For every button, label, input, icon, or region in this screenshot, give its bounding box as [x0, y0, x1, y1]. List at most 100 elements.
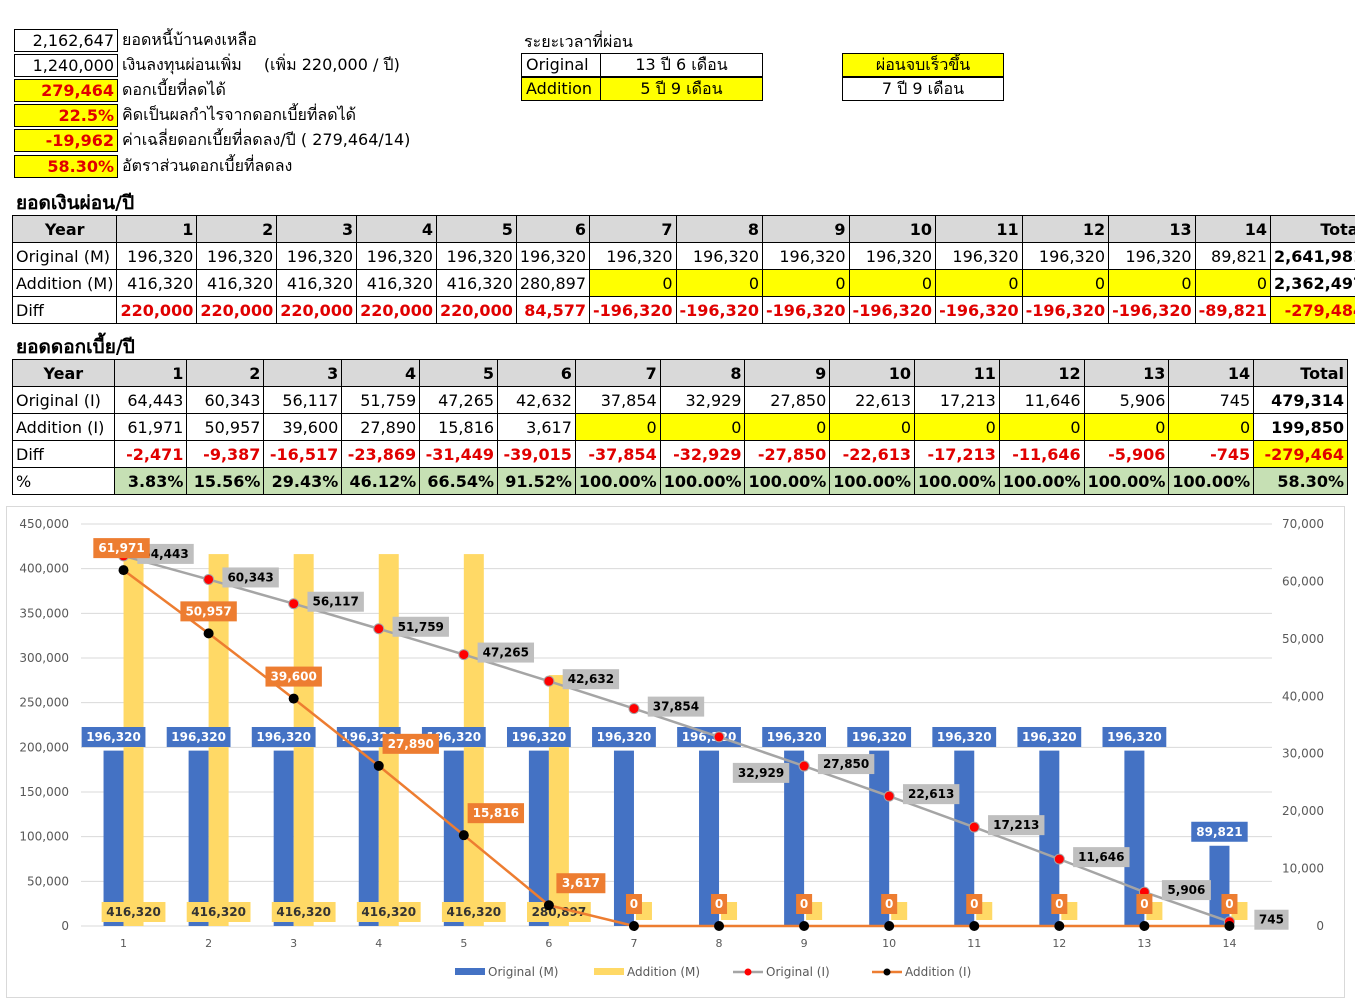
summary-row: 279,464 ดอกเบี้ยที่ลดได้: [14, 78, 226, 102]
table-cell: 64,443: [113, 386, 188, 414]
x-tick-label: 6: [545, 937, 552, 950]
line-label-original-i: 11,646: [1078, 850, 1124, 864]
table-cell: 56,117: [263, 386, 343, 414]
y-left-tick-label: 50,000: [27, 874, 69, 888]
table-row: Addition (I) 61,971 50,957 39,600 27,890 15,8…: [12, 413, 1348, 441]
row-label: Original (M): [11, 242, 118, 270]
table-cell: 0: [589, 269, 677, 297]
bar-original-m: [273, 750, 294, 926]
marker-original-i: [373, 623, 385, 635]
payments-title: ยอดเงินผ่อน/ปี: [16, 192, 135, 214]
table-cell: -89,821: [1194, 296, 1272, 324]
combo-chart: 050,000100,000150,000200,000250,000300,0…: [19, 517, 1324, 979]
table-cell: 0: [762, 269, 850, 297]
header-cell: 4: [341, 359, 421, 387]
bar-label-original-m: 89,821: [1196, 825, 1242, 839]
summary-label: ดอกเบี้ยที่ลดได้: [122, 79, 226, 99]
table-cell: -196,320: [1108, 296, 1196, 324]
marker-addition-i: [1224, 921, 1235, 931]
x-tick-label: 2: [205, 937, 212, 950]
marker-addition-i: [714, 921, 725, 931]
legend-marker: [883, 968, 891, 976]
x-tick-label: 1: [120, 937, 127, 950]
bar-label-original-m: 196,320: [512, 730, 567, 744]
summary-row: 1,240,000 เงินลงทุนผ่อนเพิ่ม (เพิ่ม 220,…: [14, 53, 400, 77]
line-label-addition-i-bg: [881, 894, 898, 914]
table-cell: 196,320: [589, 242, 677, 270]
header-cell: 4: [356, 215, 437, 243]
table-row: Diff 220,000 220,000 220,000 220,000 220,000 8…: [11, 296, 1355, 324]
line-label-original-i-bg: [902, 784, 960, 805]
table-cell: 196,320: [276, 242, 358, 270]
line-label-addition-i-bg: [1051, 894, 1068, 914]
bar-label-original-m-bg: [677, 727, 741, 747]
y-right-tick-label: 70,000: [1282, 517, 1324, 531]
line-label-original-i-bg: [647, 696, 705, 717]
header-cell: 9: [762, 215, 850, 243]
bar-original-m: [358, 750, 379, 926]
bar-label-original-m: 196,320: [426, 730, 481, 744]
marker-original-i: [713, 731, 725, 743]
table-cell: 745: [1168, 386, 1255, 414]
header-cell: 10: [848, 215, 937, 243]
table-cell: 100.00%: [744, 467, 831, 495]
bar-label-addition-m-bg: [271, 902, 336, 922]
table-cell: -23,869: [341, 440, 421, 468]
table-cell: 416,320: [276, 269, 358, 297]
header-cell: 6: [497, 359, 576, 387]
marker-original-i: [883, 790, 895, 802]
table-cell: 0: [1194, 269, 1272, 297]
line-label-original-i: 5,906: [1167, 883, 1205, 897]
marker-original-i: [288, 598, 300, 610]
table-cell: 0: [659, 413, 746, 441]
bar-label-original-m-bg: [81, 727, 146, 747]
line-label-original-i-bg: [137, 543, 194, 564]
table-cell: 416,320: [196, 269, 278, 297]
summary-label: อัตราส่วนดอกเบี้ยที่ลดลง: [122, 155, 293, 175]
table-cell: 91.52%: [497, 467, 576, 495]
y-right-tick-label: 20,000: [1282, 804, 1324, 818]
bar-label-original-m-bg: [592, 727, 656, 747]
line-label-addition-i: 0: [1055, 897, 1063, 911]
line-label-original-i-bg: [988, 815, 1045, 836]
chart-area: 0 50,000 100,000 150,000 200,000 250,000 300,0…: [6, 506, 1345, 998]
summary-label: คิดเป็นผลกำไรจากดอกเบี้ยที่ลดได้: [122, 104, 357, 124]
table-cell: 196,320: [356, 242, 437, 270]
line-label-original-i-bg: [1161, 880, 1211, 901]
table-cell: 61,971: [113, 413, 188, 441]
x-tick-label: 9: [801, 937, 808, 950]
line-label-addition-i-bg: [467, 803, 525, 824]
header-cell: 10: [829, 359, 916, 387]
table-cell: 196,320: [1108, 242, 1196, 270]
summary-row: 58.30% อัตราส่วนดอกเบี้ยที่ลดลง: [14, 154, 292, 178]
line-label-original-i-bg: [1073, 847, 1130, 868]
y-left-tick-label: 350,000: [19, 606, 69, 620]
table-cell: 100.00%: [1168, 467, 1255, 495]
table-cell: 17,213: [914, 386, 1000, 414]
table-cell: 416,320: [116, 269, 198, 297]
table-cell: -17,213: [914, 440, 1000, 468]
header-cell: 6: [515, 215, 591, 243]
summary-row: 22.5% คิดเป็นผลกำไรจากดอกเบี้ยที่ลดได้: [14, 103, 356, 127]
table-cell: 100.00%: [659, 467, 746, 495]
marker-original-i: [203, 573, 215, 585]
header-cell: 5: [419, 359, 499, 387]
bar-label-original-m: 196,320: [1022, 730, 1077, 744]
table-row: Original (M) 196,320 196,320 196,320 196,320…: [11, 242, 1355, 270]
summary-label: เงินลงทุนผ่อนเพิ่ม: [122, 54, 242, 74]
line-label-original-i: 17,213: [993, 818, 1039, 832]
table-cell: 0: [574, 413, 661, 441]
total-cell: -279,484: [1269, 296, 1355, 324]
x-tick-label: 4: [375, 937, 382, 950]
table-cell: -37,854: [574, 440, 661, 468]
period-addition-name: Addition: [521, 77, 601, 101]
line-label-original-i: 47,265: [483, 646, 529, 660]
table-cell: 196,320: [515, 242, 591, 270]
y-right-tick-label: 60,000: [1282, 574, 1324, 588]
marker-addition-i: [288, 693, 299, 704]
row-label: Addition (I): [12, 413, 115, 441]
y-left-tick-label: 400,000: [19, 562, 69, 576]
header-cell: 1: [113, 359, 188, 387]
table-cell: 196,320: [848, 242, 937, 270]
summary-row: -19,962 ค่าเฉลี่ยดอกเบี้ยที่ลดลง/ปี ( 27…: [14, 128, 410, 152]
